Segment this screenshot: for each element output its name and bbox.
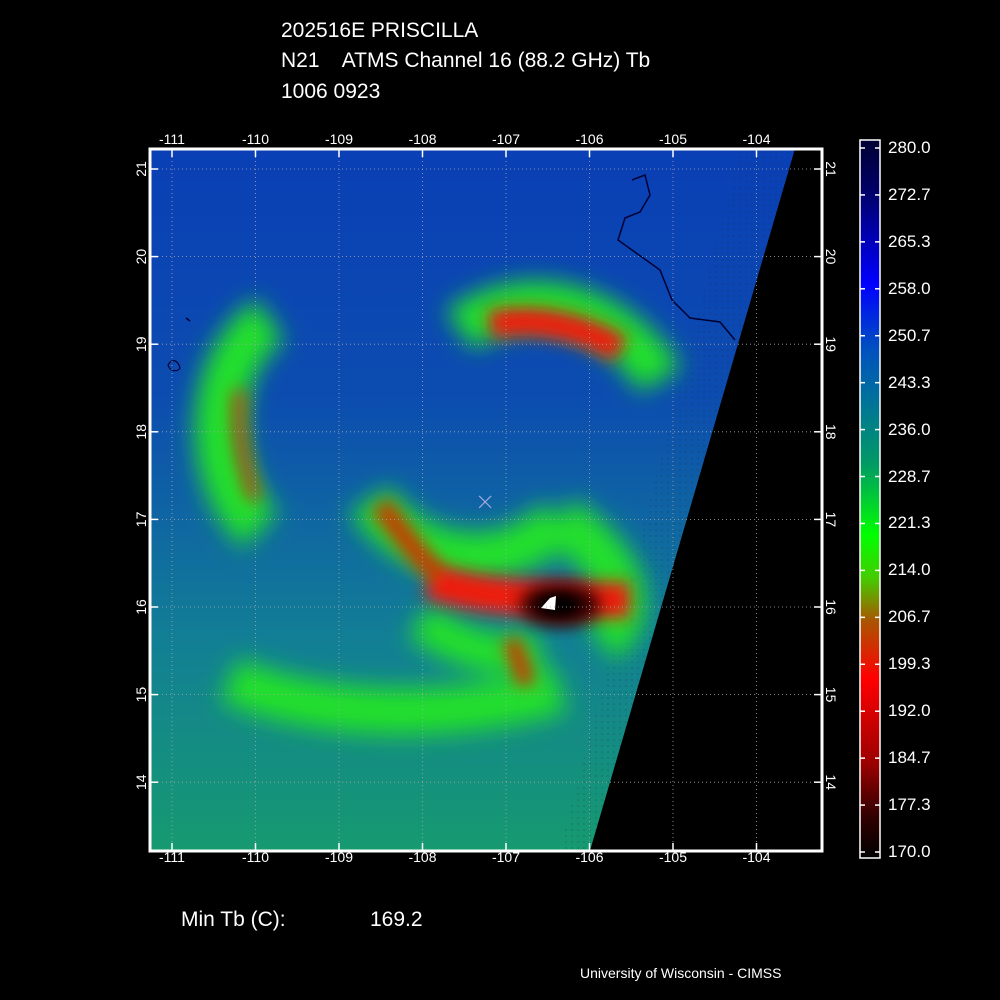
lon-label-top: -105 <box>659 131 687 147</box>
lon-label-top: -111 <box>159 131 185 147</box>
lat-label-left: 14 <box>133 774 149 790</box>
lon-label-top: -104 <box>742 131 770 147</box>
graticule <box>150 149 822 851</box>
lon-label-bottom: -107 <box>492 849 520 865</box>
datetime-title: 1006 0923 <box>281 80 381 103</box>
satellite-name: N21 <box>281 49 320 72</box>
colorbar-label: 272.7 <box>888 184 931 204</box>
colorbar <box>859 139 881 859</box>
colorbar-label: 250.7 <box>888 325 931 345</box>
lon-label-bottom: -108 <box>408 849 436 865</box>
lat-label-right: 18 <box>823 424 839 440</box>
min-tb-value: 169.2 <box>370 908 423 931</box>
lon-label-top: -106 <box>575 131 603 147</box>
lat-label-left: 20 <box>133 249 149 265</box>
map-axes: -111 -111 -110 -110 -109 -109 -108 -108 -107 -107… <box>133 131 839 865</box>
product-name: ATMS Channel 16 (88.2 GHz) Tb <box>341 49 651 72</box>
lat-label-right: 21 <box>823 161 839 177</box>
lat-label-right: 17 <box>823 512 839 528</box>
lat-label-left: 17 <box>133 511 149 527</box>
lat-label-right: 20 <box>823 249 839 265</box>
colorbar-label: 280.0 <box>888 138 931 157</box>
lat-label-left: 15 <box>133 687 149 703</box>
map-frame <box>148 147 824 853</box>
center-marker <box>478 495 492 509</box>
colorbar-label: 199.3 <box>888 654 931 674</box>
min-tb-spot <box>541 596 556 610</box>
lon-label-bottom: -110 <box>242 849 269 865</box>
lon-label-bottom: -106 <box>575 849 603 865</box>
lon-label-bottom: -104 <box>742 849 770 865</box>
lat-label-left: 16 <box>133 599 149 615</box>
lat-label-left: 18 <box>133 424 149 440</box>
sensor-title: N21 ATMS Channel 16 (88.2 GHz) Tb <box>281 49 650 73</box>
colorbar-ticks <box>860 147 880 853</box>
lat-label-right: 14 <box>823 774 839 790</box>
colorbar-label: 214.0 <box>888 560 931 580</box>
lon-label-bottom: -109 <box>325 849 353 865</box>
colorbar-label: 265.3 <box>888 231 931 251</box>
colorbar-label: 170.0 <box>888 842 931 861</box>
colorbar-label: 221.3 <box>888 513 931 533</box>
colorbar-label: 243.3 <box>888 372 931 392</box>
credit-text: University of Wisconsin - CIMSS <box>580 965 782 981</box>
swath-edge-dots <box>560 149 795 851</box>
colorbar-label: 206.7 <box>888 607 931 627</box>
min-tb-label: Min Tb (C): <box>181 908 286 931</box>
colorbar-label: 177.3 <box>888 795 931 815</box>
no-data-region <box>590 149 822 851</box>
lon-label-top: -110 <box>242 131 269 147</box>
storm-title: 202516E PRISCILLA <box>281 19 479 42</box>
lat-label-right: 16 <box>823 599 839 615</box>
tb-field <box>150 149 822 851</box>
lat-label-right: 19 <box>823 336 839 352</box>
lat-label-right: 15 <box>823 687 839 703</box>
colorbar-label: 236.0 <box>888 419 931 439</box>
colorbar-label: 258.0 <box>888 278 931 298</box>
lon-label-top: -107 <box>492 131 520 147</box>
lon-label-top: -108 <box>408 131 436 147</box>
lat-label-left: 21 <box>133 161 149 177</box>
colorbar-label: 184.7 <box>888 748 931 768</box>
lon-label-bottom: -111 <box>159 849 185 865</box>
coastline <box>617 173 736 341</box>
colorbar-label: 192.0 <box>888 701 931 721</box>
lon-label-bottom: -105 <box>659 849 687 865</box>
colorbar-label: 228.7 <box>888 466 931 486</box>
lat-label-left: 19 <box>133 336 149 352</box>
lon-label-top: -109 <box>325 131 353 147</box>
